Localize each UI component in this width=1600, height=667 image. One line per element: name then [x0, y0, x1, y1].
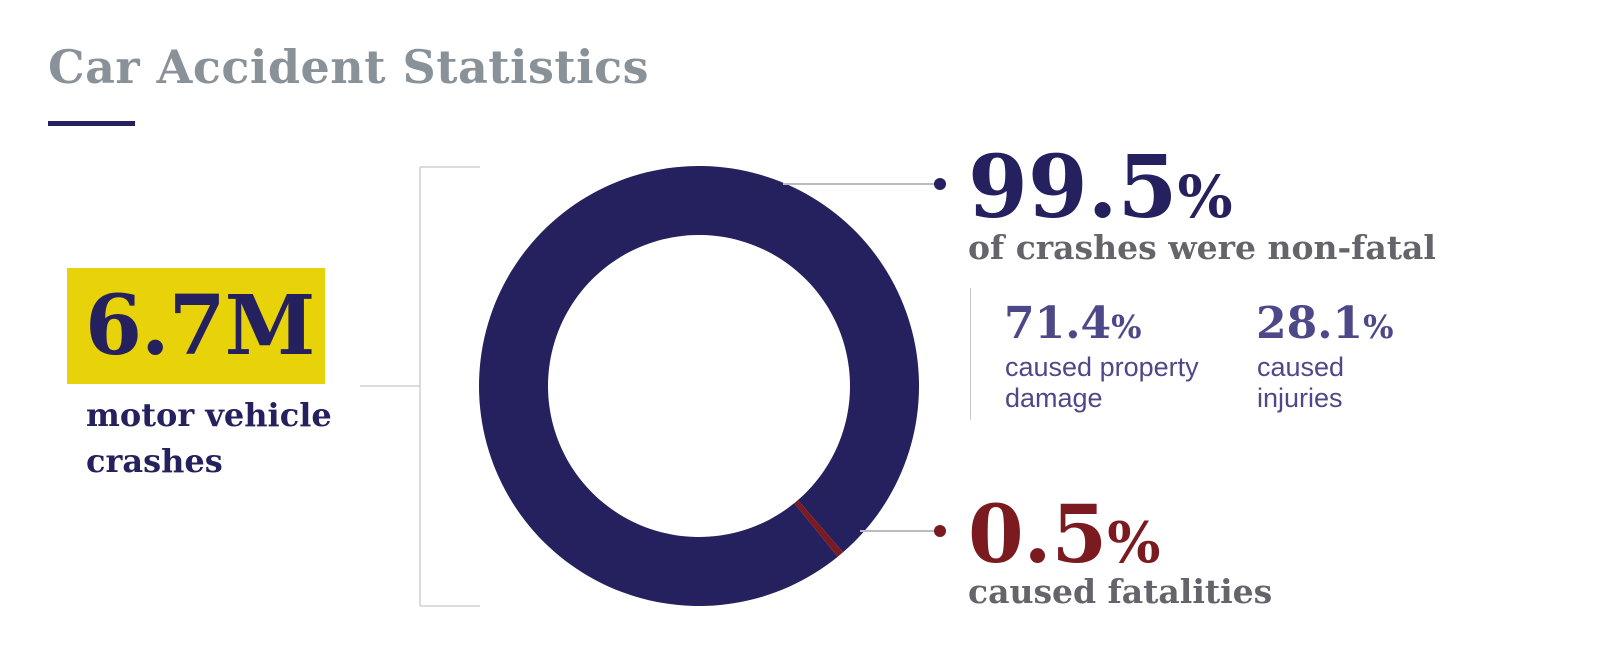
nonfatal-label: of crashes were non-fatal	[968, 228, 1436, 267]
injuries-unit: %	[1363, 308, 1394, 346]
bracket-connector	[360, 166, 480, 607]
property-damage-percent: 71.4%	[1004, 296, 1142, 355]
injuries-percent: 28.1%	[1256, 296, 1394, 355]
leader-dot-fatal	[934, 525, 946, 537]
donut-slice-fatalities	[794, 500, 844, 557]
injuries-label: caused injuries	[1257, 352, 1345, 413]
nonfatal-number: 99.5	[968, 137, 1178, 238]
page-title: Car Accident Statistics	[48, 40, 650, 94]
property-damage-label: caused property damage	[1005, 352, 1199, 413]
property-damage-unit: %	[1111, 308, 1142, 346]
total-highlight-box	[67, 268, 325, 384]
fatal-number: 0.5	[968, 487, 1108, 581]
nonfatal-percent: 99.5%	[968, 140, 1233, 245]
injuries-number: 28.1	[1256, 298, 1364, 349]
substat-divider	[970, 288, 971, 420]
title-underline	[48, 121, 135, 126]
fatal-percent: 0.5%	[968, 486, 1160, 591]
fatal-unit: %	[1107, 510, 1161, 576]
nonfatal-unit: %	[1177, 163, 1233, 231]
donut-slice-non-fatal	[479, 165, 920, 606]
fatal-label: caused fatalities	[968, 572, 1273, 611]
property-damage-number: 71.4	[1004, 298, 1112, 349]
total-crashes-label: motor vehicle crashes	[86, 396, 332, 480]
leader-dot-nonfatal	[934, 178, 946, 190]
total-crashes-value: 6.7M	[85, 278, 315, 374]
